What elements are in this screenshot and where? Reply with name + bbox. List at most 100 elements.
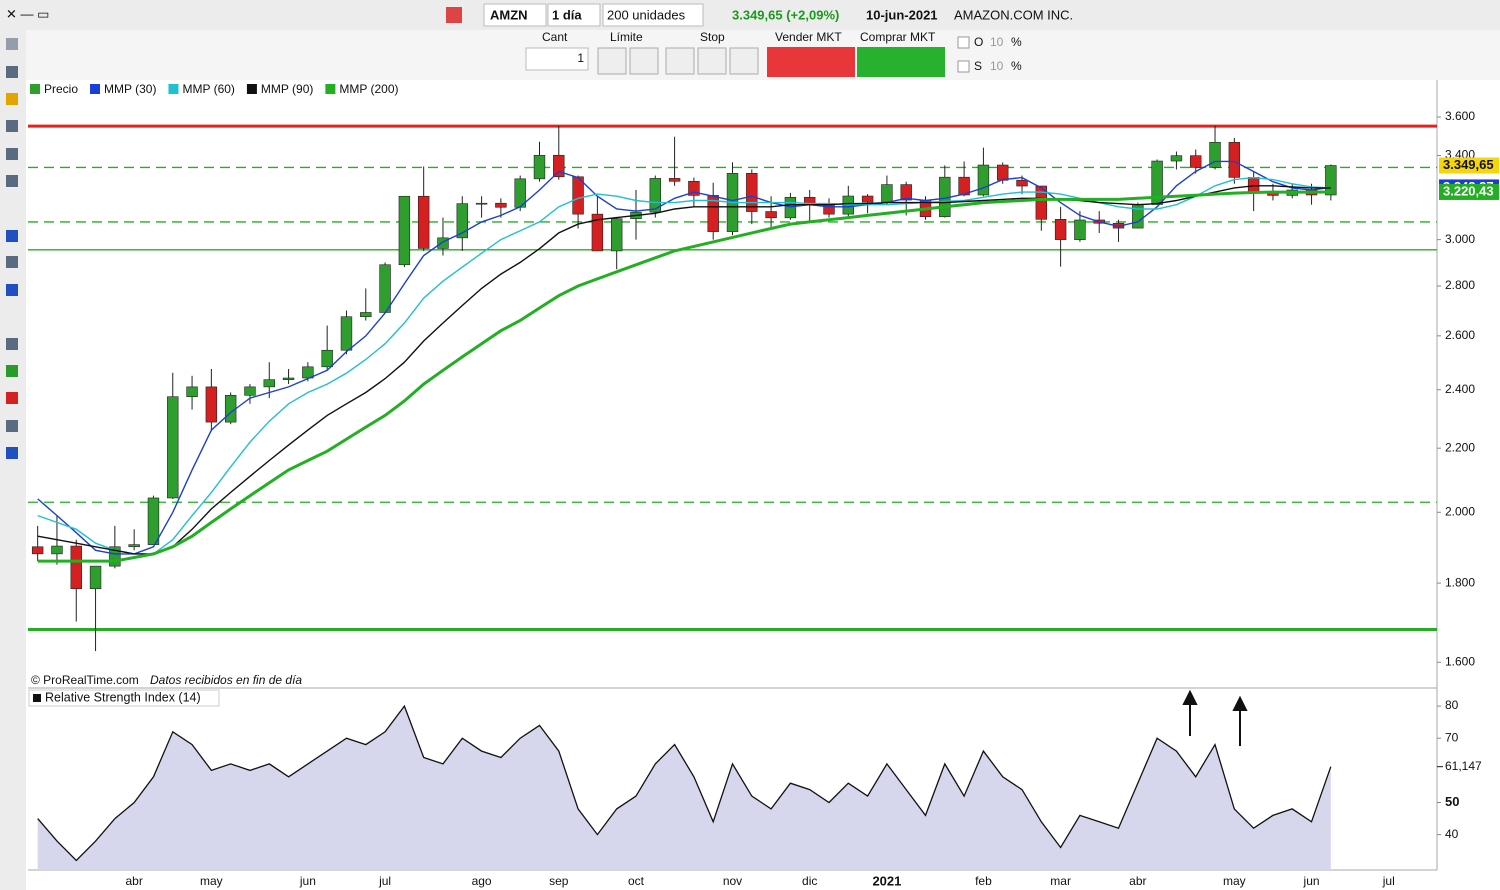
interval[interactable]: 1 día <box>552 7 582 22</box>
candle-body <box>147 497 160 545</box>
candle-body <box>861 195 874 203</box>
candle-body <box>572 176 584 215</box>
x-tick-label: dic <box>802 874 817 888</box>
sell-button[interactable] <box>767 47 855 77</box>
candle-body <box>668 178 681 182</box>
window-controls[interactable]: ✕ — ▭ <box>6 6 49 21</box>
y-tick-label: 80 <box>1445 698 1459 712</box>
price-tag-label: 3.220,43 <box>1443 183 1494 198</box>
candle-body <box>958 176 970 196</box>
legend-label[interactable]: MMP (60) <box>182 82 234 96</box>
o-value[interactable]: 10 <box>990 35 1004 49</box>
s-value[interactable]: 10 <box>990 59 1004 73</box>
candle-body <box>1170 155 1183 162</box>
x-tick-label: jun <box>299 874 316 888</box>
o-checkbox[interactable] <box>957 36 970 49</box>
limit-buy-button[interactable] <box>597 47 627 75</box>
candle-body <box>765 211 777 219</box>
x-tick-label: ago <box>472 874 492 888</box>
legend-label[interactable]: Precio <box>44 82 78 96</box>
instrument-name: AMAZON.COM INC. <box>954 7 1073 22</box>
legend-label[interactable]: MMP (30) <box>104 82 156 96</box>
legend-swatch <box>30 84 40 94</box>
value-tag: 61,147 <box>1445 759 1482 773</box>
candle-body <box>495 202 507 208</box>
candle-body <box>707 195 719 232</box>
legend-swatch <box>246 84 257 94</box>
ticker-box[interactable] <box>483 3 547 27</box>
qty[interactable]: 1 <box>577 51 584 65</box>
candle-body <box>167 396 179 499</box>
y-tick-label: 2.200 <box>1445 440 1475 454</box>
legend-label[interactable]: MMP (200) <box>339 82 398 96</box>
chart-type-icon[interactable] <box>446 7 462 23</box>
candle-body <box>997 164 1009 181</box>
candle-body <box>186 386 198 398</box>
x-tick-label: 2021 <box>872 873 901 888</box>
s-unit: % <box>1011 59 1022 73</box>
candle-body <box>224 395 237 423</box>
limit-sell-button[interactable] <box>629 47 659 75</box>
rsi-swatch <box>33 694 41 702</box>
stop-button-3[interactable] <box>729 47 759 75</box>
candle-body <box>1074 219 1086 240</box>
qty-input[interactable] <box>525 47 589 71</box>
candle-body <box>881 184 893 203</box>
last-price: 3.349,65 (+2,09%) <box>732 7 839 22</box>
candle-body <box>610 218 623 252</box>
candle-body <box>398 195 411 266</box>
candle-body <box>128 544 140 548</box>
tool-icons[interactable] <box>6 38 18 459</box>
x-tick-label: nov <box>723 874 742 888</box>
candle-body <box>1209 142 1221 168</box>
rsi-area <box>37 706 1331 870</box>
moving-average <box>37 160 1331 555</box>
ticker[interactable]: AMZN <box>490 7 528 22</box>
candle-body <box>688 180 700 196</box>
candle-body <box>282 377 295 380</box>
y-tick-label: 50 <box>1445 794 1459 809</box>
y-tick-label: 40 <box>1445 827 1459 841</box>
candle-body <box>900 184 912 201</box>
x-tick-label: abr <box>1129 874 1146 888</box>
x-tick-label: abr <box>125 874 142 888</box>
source-note: Datos recibidos en fin de día <box>150 673 302 687</box>
y-tick-label: 3.600 <box>1445 109 1475 123</box>
legend-label[interactable]: MMP (90) <box>261 82 313 96</box>
candle-body <box>553 154 565 178</box>
candle-body <box>1054 219 1067 240</box>
size-box[interactable] <box>602 3 704 27</box>
candle-body <box>321 349 333 368</box>
tool-sidebar <box>0 30 26 890</box>
rsi-title: Relative Strength Index (14) <box>45 690 201 704</box>
date: 10-jun-2021 <box>866 7 938 22</box>
interval-box[interactable] <box>547 3 601 27</box>
stop-button-2[interactable] <box>697 47 727 75</box>
y-tick-label: 3.000 <box>1445 232 1475 246</box>
o-unit: % <box>1011 35 1022 49</box>
candle-body <box>1247 177 1260 192</box>
candle-body <box>379 264 391 313</box>
rsi-arrows <box>1182 689 1248 746</box>
candle-body <box>591 213 604 252</box>
qty-label: Cant <box>542 30 568 44</box>
stop-label: Stop <box>700 30 725 44</box>
stop-button-1[interactable] <box>665 47 695 75</box>
legend-swatch <box>90 84 101 94</box>
y-tick-label: 2.000 <box>1445 504 1475 518</box>
s-checkbox[interactable] <box>957 60 970 73</box>
buy-button[interactable] <box>857 47 945 77</box>
size[interactable]: 200 unidades <box>607 7 686 22</box>
title-bar <box>0 0 1500 30</box>
price-tag <box>1439 183 1499 200</box>
x-tick-label: sep <box>549 874 569 888</box>
candle-body <box>244 386 256 396</box>
rsi-title-box <box>28 689 220 707</box>
candle-body <box>360 312 372 318</box>
moving-average <box>37 185 1331 555</box>
x-tick-label: jun <box>1303 874 1320 888</box>
candle-body <box>1035 185 1048 220</box>
buy-label: Comprar MKT <box>860 30 936 44</box>
moving-average <box>37 190 1331 563</box>
